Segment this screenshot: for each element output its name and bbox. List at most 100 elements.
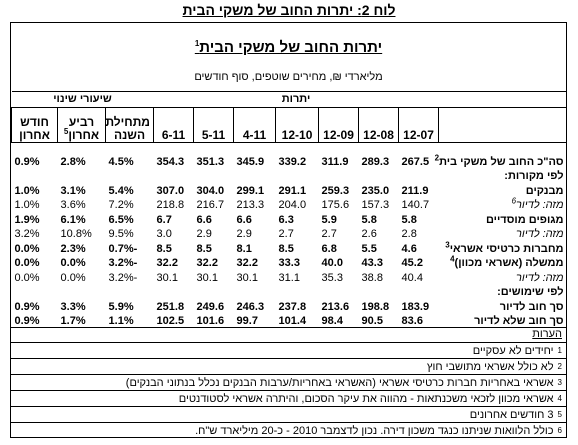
note: 3 אשראי באחריות חברות כרטיסי אשראי (האשרא… bbox=[11, 374, 566, 390]
cell: 8.5 bbox=[278, 242, 294, 255]
page-title: לוח 2: יתרות החוב של משקי הבית bbox=[182, 2, 396, 18]
column-header: 12-08 bbox=[358, 107, 399, 143]
notes-title: הערות bbox=[11, 327, 566, 342]
cell: 6.6 bbox=[196, 213, 212, 226]
cell: 299.1 bbox=[236, 184, 265, 197]
cell: 40.4 bbox=[401, 271, 423, 284]
cell: 3.6% bbox=[60, 199, 86, 212]
header-text: 4-11 bbox=[242, 128, 267, 142]
cell: 140.7 bbox=[401, 199, 430, 212]
cell: 2.3% bbox=[60, 242, 86, 255]
row-label: סך חוב שלא לדיור bbox=[439, 315, 567, 330]
label-text: סך חוב שלא לדיור bbox=[474, 315, 564, 328]
cell: -3.2% bbox=[108, 257, 138, 270]
data-row: לפי שימושים: bbox=[12, 286, 567, 301]
cell: 157.3 bbox=[361, 199, 390, 212]
cell: 3.0 bbox=[156, 228, 172, 241]
label-text: סה"כ החוב של משקי בית bbox=[439, 155, 564, 168]
footnote-ref: 2 bbox=[434, 153, 440, 163]
note: 1 יחידים לא עסקיים bbox=[11, 342, 566, 358]
cell: 311.9 bbox=[321, 155, 349, 168]
title-text: יתרות החוב של משקי הבית bbox=[199, 39, 383, 56]
cell: 2.7 bbox=[321, 228, 337, 241]
table-subtitle: מליארדי ₪, מחירים שוטפים, סוף חודשים bbox=[194, 71, 383, 83]
cell: 5.4% bbox=[108, 184, 134, 197]
cell: 101.4 bbox=[278, 315, 307, 328]
cell: 10.8% bbox=[60, 228, 92, 241]
row-label: מחברות כרטיסי אשראי3 bbox=[439, 240, 567, 257]
note-text: לא כולל אשראי מתושבי חוץ bbox=[426, 360, 554, 373]
cell: 98.4 bbox=[321, 315, 343, 328]
cell: 1.0% bbox=[14, 184, 40, 197]
cell: 31.1 bbox=[278, 271, 300, 284]
footnote-ref: 4 bbox=[450, 254, 455, 264]
note-text: 3 חודשים אחרונים bbox=[469, 408, 554, 421]
cell: 2.8% bbox=[60, 155, 86, 168]
label-text: סך חוב לדיור bbox=[499, 300, 564, 313]
cell: 2.8 bbox=[401, 228, 417, 241]
data-row: מזה: לדיור 40.4 38.8 35.3 31.1 30.1 30.1 30.1 -3… bbox=[12, 271, 567, 286]
cell: 0.9% bbox=[14, 315, 40, 328]
cell: 3.3% bbox=[60, 300, 86, 313]
data-row: סה"כ החוב של משקי בית2 267.5 289.3 311.9 339… bbox=[12, 154, 567, 170]
row-label: לפי שימושים: bbox=[12, 286, 567, 301]
cell: 246.3 bbox=[236, 300, 265, 313]
note-text: כולל הלוואות שניתנו כנגד משכון דירה. נכו… bbox=[195, 424, 554, 437]
label-text: מזה: לדיור bbox=[516, 271, 564, 284]
column-header: 12-10 bbox=[275, 107, 319, 143]
header-text: 12-08 bbox=[363, 128, 394, 142]
cell: 237.8 bbox=[278, 300, 307, 313]
cell: 1.0% bbox=[14, 199, 40, 212]
cell: 354.3 bbox=[156, 155, 185, 168]
cell: -3.2% bbox=[108, 271, 138, 284]
cell: 83.6 bbox=[401, 315, 423, 328]
cell: 211.9 bbox=[401, 184, 429, 197]
footnote-ref: 6 bbox=[511, 196, 517, 206]
cell: 30.1 bbox=[156, 271, 178, 284]
cell: 6.1% bbox=[60, 213, 86, 226]
row-label: סה"כ החוב של משקי בית2 bbox=[435, 154, 567, 170]
data-row: מבנקים 211.9 235.0 259.3 291.1 299.1 304.0 307.… bbox=[12, 184, 567, 199]
cell: 2.6 bbox=[361, 228, 377, 241]
label-text: מזה: לדיור bbox=[516, 199, 564, 212]
row-label: מגופים מוסדיים bbox=[439, 213, 567, 228]
empty-cell bbox=[438, 91, 567, 108]
cell: 5.5 bbox=[361, 242, 377, 255]
cell: 351.3 bbox=[196, 155, 225, 168]
column-header: מתחילת השנה bbox=[105, 107, 154, 143]
cell: 3.2% bbox=[14, 228, 40, 241]
cell: 5.9 bbox=[321, 213, 337, 226]
column-header: 6-11 bbox=[153, 107, 194, 143]
cell: 40.0 bbox=[321, 257, 343, 270]
label-text: לפי מקורות: bbox=[504, 170, 564, 183]
cell: 6.5% bbox=[108, 213, 134, 226]
data-table: יתרות שיעורי שינוי 12-07 12-08 12-09 12-10 4-1… bbox=[10, 91, 567, 330]
cell: 0.9% bbox=[14, 300, 40, 313]
note-text: אשראי מכוון לזכאי משכנתאות - מהווה את עי… bbox=[178, 392, 554, 405]
cell: 259.3 bbox=[321, 184, 350, 197]
cell: 35.3 bbox=[321, 271, 343, 284]
note: 6 כולל הלוואות שניתנו כנגד משכון דירה. נכ… bbox=[11, 422, 566, 438]
column-header: 4-11 bbox=[233, 107, 276, 143]
data-row: מחברות כרטיסי אשראי3 4.6 5.5 6.8 8.5 8.1 8.5 8.… bbox=[12, 240, 567, 257]
footnote-ref: 3 bbox=[445, 240, 450, 250]
column-header: רביע אחרון5 bbox=[57, 107, 106, 143]
cell: 102.5 bbox=[156, 315, 185, 328]
label-text: לפי שימושים: bbox=[497, 286, 564, 299]
header-text: 6-11 bbox=[161, 128, 186, 142]
empty-cell bbox=[12, 143, 567, 156]
cell: 251.8 bbox=[156, 300, 185, 313]
cell: 345.9 bbox=[236, 155, 265, 168]
row-label: מבנקים bbox=[439, 184, 567, 199]
notes: הערות 1 יחידים לא עסקיים 2 לא כולל אשראי מת… bbox=[11, 327, 566, 438]
column-header: 12-07 bbox=[398, 107, 439, 143]
cell: 0.0% bbox=[60, 257, 86, 270]
cell: 304.0 bbox=[196, 184, 225, 197]
column-header: 5-11 bbox=[193, 107, 234, 143]
cell: 6.6 bbox=[236, 213, 252, 226]
cell: 101.6 bbox=[196, 315, 225, 328]
cell: 235.0 bbox=[361, 184, 390, 197]
cell: 289.3 bbox=[361, 155, 390, 168]
cell: 90.5 bbox=[361, 315, 383, 328]
